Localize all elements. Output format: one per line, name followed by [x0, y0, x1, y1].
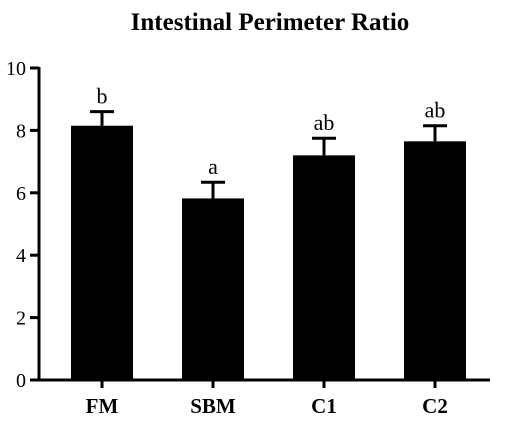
- y-tick-label: 8: [16, 120, 26, 142]
- bar-fm: [71, 125, 133, 380]
- bar-c2: [404, 141, 466, 380]
- y-tick-label: 2: [16, 308, 26, 330]
- x-tick-label: C2: [422, 394, 448, 418]
- bar-sbm: [182, 198, 244, 380]
- plot-area: b FM a SBM ab C1 ab C2 0 2 4 6 8 10: [6, 58, 490, 418]
- significance-label: b: [97, 84, 108, 109]
- y-tick-label: 10: [6, 58, 26, 80]
- x-tick-label: FM: [86, 394, 119, 418]
- y-tick-label: 6: [16, 183, 26, 205]
- x-tick-label: SBM: [190, 394, 236, 418]
- y-tick-label: 0: [16, 370, 26, 392]
- bar-c1: [293, 155, 355, 380]
- x-tick-label: C1: [311, 394, 337, 418]
- significance-label: ab: [314, 110, 335, 135]
- significance-label: ab: [425, 98, 446, 123]
- significance-label: a: [208, 154, 218, 179]
- y-tick-label: 4: [16, 245, 26, 267]
- chart-title: Intestinal Perimeter Ratio: [131, 9, 410, 36]
